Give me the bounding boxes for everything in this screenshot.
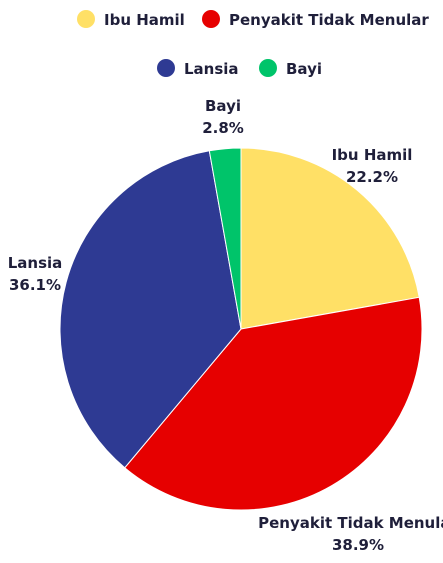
pie-slice-ibu-hamil — [240, 147, 420, 330]
legend-marker-bayi — [259, 59, 277, 77]
data-label-value-bayi: 2.8% — [202, 119, 244, 137]
pie-slice-lansia — [59, 150, 242, 469]
data-label-name-bayi: Bayi — [205, 97, 241, 115]
data-label-value-ibu-hamil: 22.2% — [346, 168, 398, 186]
legend-marker-lansia — [157, 59, 175, 77]
legend-label-penyakit-tidak-menular: Penyakit Tidak Menular — [229, 11, 429, 29]
legend-marker-penyakit-tidak-menular — [202, 10, 220, 28]
data-label-name-penyakit-tidak-menular: Penyakit Tidak Menular — [258, 514, 443, 532]
data-label-name-lansia: Lansia — [8, 254, 63, 272]
pie-slice-penyakit-tidak-menular — [124, 296, 423, 511]
legend-label-bayi: Bayi — [286, 60, 322, 78]
legend-label-lansia: Lansia — [184, 60, 239, 78]
pie-slice-bayi — [208, 147, 242, 330]
data-label-value-lansia: 36.1% — [9, 276, 61, 294]
legend-marker-ibu-hamil — [77, 10, 95, 28]
legend-label-ibu-hamil: Ibu Hamil — [104, 11, 185, 29]
data-label-name-ibu-hamil: Ibu Hamil — [332, 146, 413, 164]
data-label-value-penyakit-tidak-menular: 38.9% — [332, 536, 384, 554]
